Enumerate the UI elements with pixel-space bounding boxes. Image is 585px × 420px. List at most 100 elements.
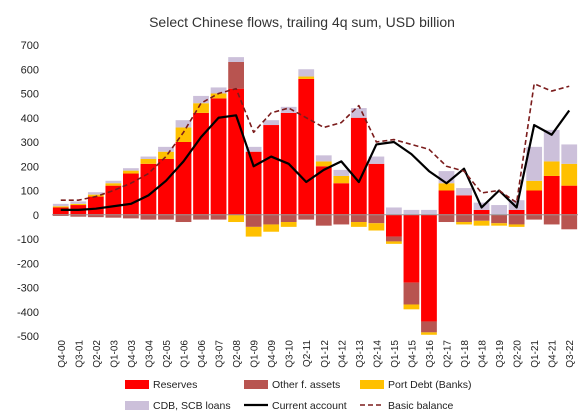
x-tick-label: Q4-06 bbox=[197, 340, 208, 368]
legend-label-other-f-assets: Other f. assets bbox=[272, 379, 340, 391]
lines bbox=[60, 83, 571, 211]
bar-cdb-scb-loans-27 bbox=[526, 146, 543, 181]
bar-cdb-scb-loans-12 bbox=[263, 120, 280, 126]
legend-swatch-reserves bbox=[125, 380, 149, 389]
bar-cdb-scb-loans-4 bbox=[123, 168, 139, 171]
x-tick-label: Q2-14 bbox=[372, 340, 383, 368]
y-tick-label: -400 bbox=[17, 307, 39, 319]
y-tick-label: 300 bbox=[21, 137, 39, 149]
bar-other-f-assets-19 bbox=[386, 236, 402, 242]
x-tick-label: Q2-20 bbox=[513, 340, 524, 368]
x-tick-label: Q1-21 bbox=[530, 340, 541, 368]
bar-cdb-scb-loans-3 bbox=[105, 180, 122, 184]
y-tick-label: 600 bbox=[21, 64, 39, 76]
bar-reserves-24 bbox=[473, 209, 490, 215]
bar-reserves-2 bbox=[87, 196, 104, 215]
x-tick-labels: Q4-00 Q3-01 Q2-02 Q1-03 Q4-03 Q3-04 Q2-05 Q1-06… bbox=[57, 340, 576, 368]
x-tick-label: Q1-15 bbox=[390, 340, 401, 368]
bar-other-f-assets-14 bbox=[298, 214, 315, 220]
bar-reserves-10 bbox=[228, 88, 244, 215]
bar-port-debt-banks--9 bbox=[210, 93, 227, 99]
y-tick-label: -200 bbox=[17, 258, 39, 270]
bar-other-f-assets-8 bbox=[193, 214, 209, 220]
bar-reserves-12 bbox=[263, 125, 280, 215]
bar-reserves-11 bbox=[245, 151, 262, 215]
bar-other-f-assets-27 bbox=[526, 214, 543, 220]
legend-label-reserves: Reserves bbox=[153, 379, 197, 391]
legend-label-current-account: Current account bbox=[272, 400, 347, 412]
bar-port-debt-banks--6 bbox=[158, 151, 174, 159]
bar-other-f-assets-6 bbox=[158, 214, 174, 220]
bar-reserves-22 bbox=[438, 190, 455, 215]
bar-reserves-14 bbox=[298, 78, 315, 215]
bar-other-f-assets-5 bbox=[140, 214, 157, 220]
x-tick-label: Q1-06 bbox=[180, 340, 191, 368]
x-tick-label: Q1-09 bbox=[250, 340, 261, 368]
bar-port-debt-banks--4 bbox=[123, 170, 139, 174]
x-tick-label: Q4-21 bbox=[548, 340, 559, 368]
bar-cdb-scb-loans-18 bbox=[368, 156, 385, 164]
bar-port-debt-banks--18 bbox=[368, 223, 385, 231]
x-tick-label: Q2-17 bbox=[443, 340, 454, 368]
bar-port-debt-banks--22 bbox=[438, 183, 455, 191]
x-tick-label: Q3-01 bbox=[74, 340, 85, 368]
bar-other-f-assets-0 bbox=[52, 214, 69, 216]
bar-cdb-scb-loans-7 bbox=[175, 120, 192, 128]
bar-reserves-4 bbox=[123, 173, 139, 215]
x-tick-label: Q4-15 bbox=[407, 340, 418, 368]
bar-cdb-scb-loans-23 bbox=[456, 188, 472, 196]
bar-cdb-scb-loans-11 bbox=[245, 146, 262, 152]
bar-cdb-scb-loans-0 bbox=[52, 203, 69, 207]
bar-port-debt-banks--1 bbox=[70, 203, 87, 206]
stacked-bars bbox=[52, 57, 578, 335]
bar-port-debt-banks--11 bbox=[245, 226, 262, 237]
bar-reserves-27 bbox=[526, 190, 543, 215]
bar-port-debt-banks--28 bbox=[543, 161, 560, 176]
bar-reserves-20 bbox=[403, 214, 420, 283]
bar-other-f-assets-18 bbox=[368, 214, 385, 224]
bar-other-f-assets-9 bbox=[210, 214, 227, 220]
bar-cdb-scb-loans-1 bbox=[70, 201, 87, 204]
legend: Reserves Other f. assets Port Debt (Banks)… bbox=[125, 379, 471, 412]
bar-port-debt-banks--12 bbox=[263, 224, 280, 232]
x-tick-label: Q2-08 bbox=[232, 340, 243, 368]
y-tick-label: 700 bbox=[21, 40, 39, 52]
bar-port-debt-banks--29 bbox=[561, 163, 578, 186]
y-tick-label: -300 bbox=[17, 283, 39, 295]
legend-label-cdb-scb-loans: CDB, SCB loans bbox=[153, 400, 231, 412]
bar-port-debt-banks--0 bbox=[52, 206, 69, 208]
bar-cdb-scb-loans-6 bbox=[158, 146, 174, 152]
bar-port-debt-banks--10 bbox=[228, 214, 244, 223]
x-tick-label: Q3-22 bbox=[565, 340, 576, 368]
bar-cdb-scb-loans-25 bbox=[491, 205, 507, 215]
bar-port-debt-banks--14 bbox=[298, 76, 315, 79]
x-tick-label: Q3-04 bbox=[144, 340, 155, 368]
x-tick-label: Q1-12 bbox=[320, 340, 331, 368]
x-tick-label: Q4-18 bbox=[478, 340, 489, 368]
y-tick-label: -500 bbox=[17, 331, 39, 343]
bar-port-debt-banks--27 bbox=[526, 180, 543, 191]
bar-other-f-assets-29 bbox=[561, 214, 578, 230]
bar-other-f-assets-12 bbox=[263, 214, 280, 225]
x-tick-label: Q2-11 bbox=[302, 340, 313, 367]
x-tick-label: Q1-03 bbox=[109, 340, 120, 368]
y-tick-label: 100 bbox=[21, 186, 39, 198]
bar-port-debt-banks--16 bbox=[333, 175, 350, 184]
bar-other-f-assets-15 bbox=[315, 214, 332, 226]
bar-cdb-scb-loans-28 bbox=[543, 129, 560, 162]
x-tick-label: Q2-05 bbox=[162, 340, 173, 368]
bar-other-f-assets-17 bbox=[350, 214, 367, 223]
bar-cdb-scb-loans-15 bbox=[315, 155, 332, 162]
bar-reserves-3 bbox=[105, 185, 122, 215]
y-tick-label: 0 bbox=[33, 210, 39, 222]
bar-reserves-9 bbox=[210, 98, 227, 215]
bar-cdb-scb-loans-13 bbox=[280, 106, 297, 113]
bar-reserves-16 bbox=[333, 183, 350, 215]
bar-port-debt-banks--5 bbox=[140, 158, 157, 164]
bar-port-debt-banks--15 bbox=[315, 161, 332, 167]
bar-port-debt-banks--17 bbox=[350, 222, 367, 227]
bar-other-f-assets-21 bbox=[421, 321, 437, 333]
bar-other-f-assets-13 bbox=[280, 214, 297, 223]
